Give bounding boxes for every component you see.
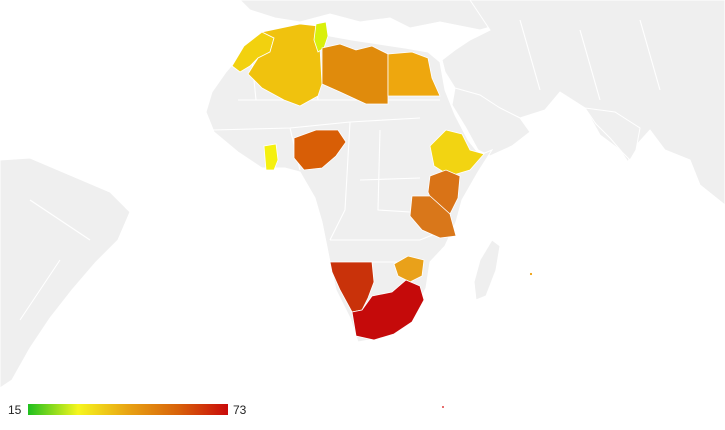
region-ethiopia[interactable] (429, 129, 485, 177)
india-land (583, 107, 641, 161)
region-nigeria[interactable] (293, 129, 347, 171)
color-legend: 15 73 (8, 403, 444, 417)
region-tanzania[interactable] (409, 195, 457, 239)
region-south-africa[interactable] (351, 279, 425, 341)
region-ghana[interactable] (263, 143, 279, 171)
south-america-land (0, 157, 131, 389)
legend-max-label: 73 (233, 403, 247, 417)
region-mauritius[interactable] (529, 272, 533, 276)
region-zimbabwe[interactable] (393, 255, 425, 283)
region-egypt[interactable] (387, 51, 441, 97)
asia-land (441, 0, 725, 206)
legend-min-label: 15 (8, 403, 22, 417)
legend-marker-dot (442, 406, 444, 408)
madagascar-land (473, 239, 501, 301)
highlighted-countries (231, 21, 533, 341)
arabia-land (451, 87, 531, 157)
legend-gradient-bar (28, 404, 228, 415)
